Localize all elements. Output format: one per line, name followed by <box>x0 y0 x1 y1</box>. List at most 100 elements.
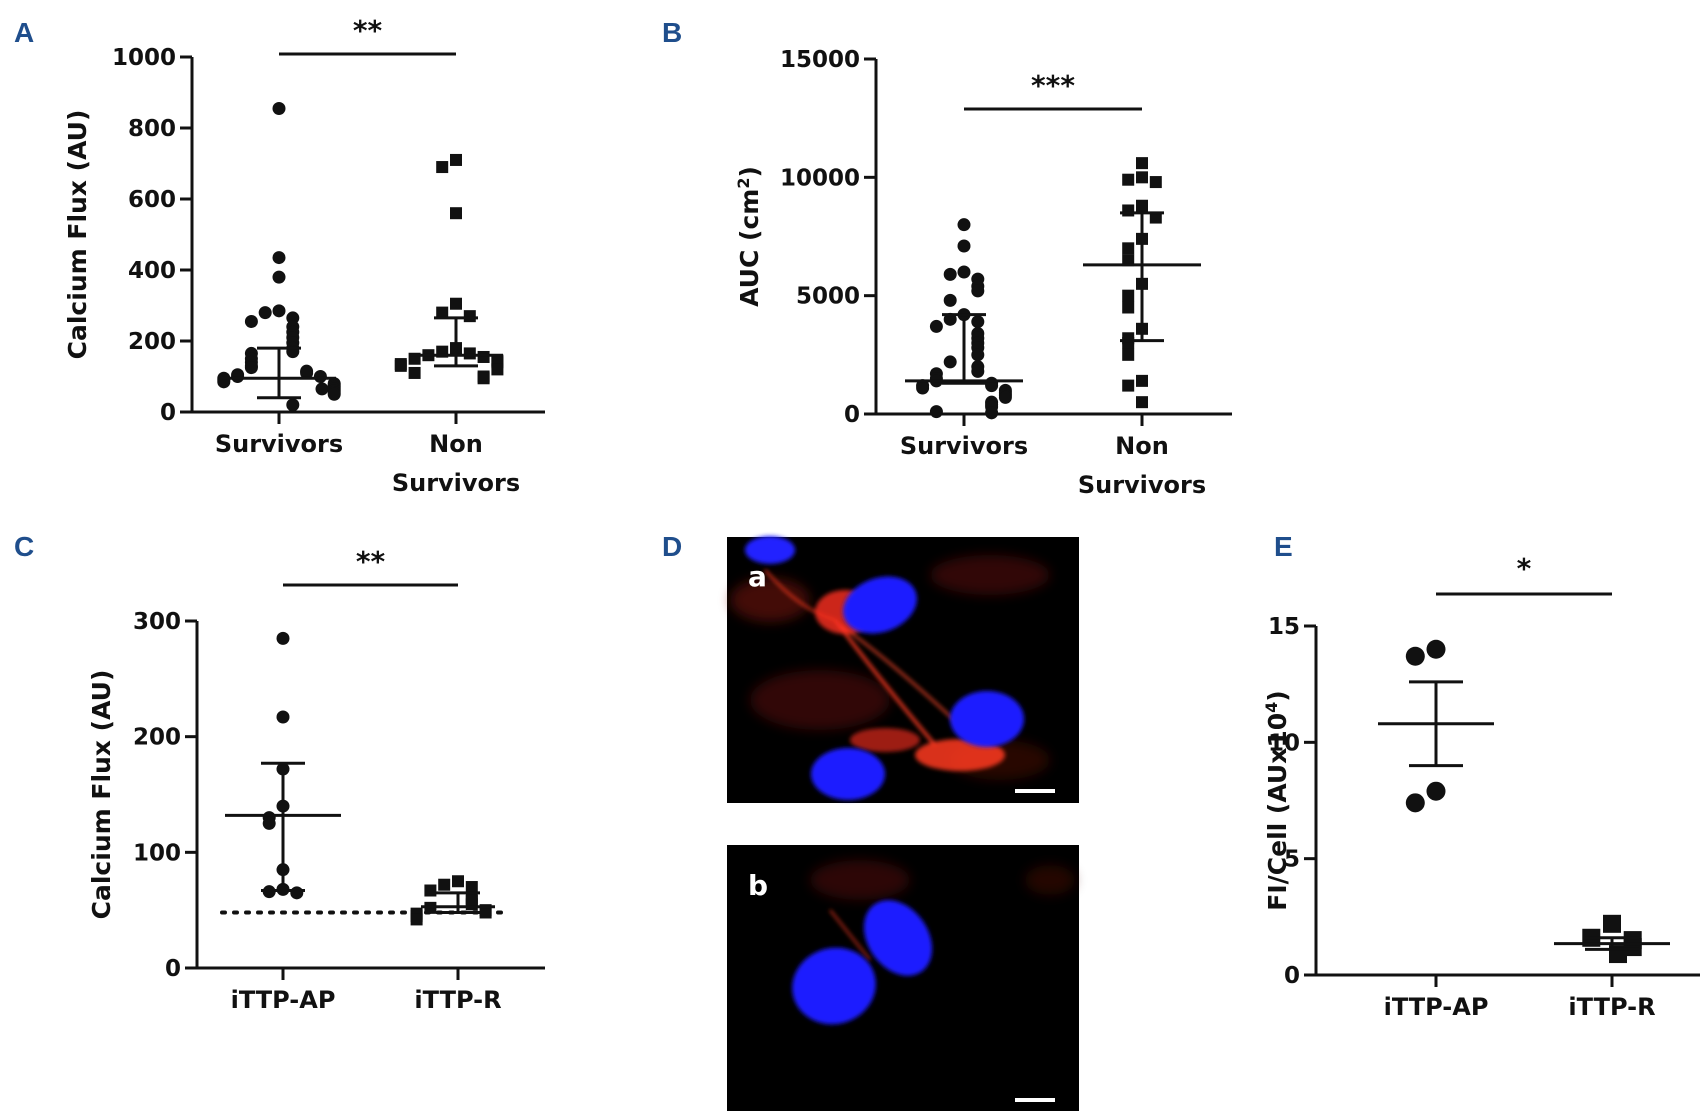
y-axis-title-text: FI/Cell (AUx10 <box>1263 713 1292 911</box>
y-tick-label: 10 <box>1268 730 1300 756</box>
y-tick-label: 0 <box>844 402 860 428</box>
data-point-square <box>394 359 407 372</box>
data-point-circle <box>262 816 276 830</box>
chart-panel-e: 0 5 10 15 iTTP-AP iTTP-R FI/Cell (AUx104) * <box>1262 552 1700 1021</box>
y-axis-title-text: Calcium Flux (AU) <box>87 670 116 920</box>
data-point-square <box>1136 157 1148 170</box>
data-point-square <box>436 306 449 319</box>
x-tick-label: Non <box>429 430 483 458</box>
x-tick-label: Non <box>1115 432 1169 460</box>
data-point-square <box>410 913 423 926</box>
panel-letter-b: B <box>662 17 682 48</box>
data-point-square <box>450 153 462 166</box>
data-point-square <box>1149 211 1162 224</box>
y-axis-title: FI/Cell (AUx104) <box>1262 690 1293 910</box>
data-point-circle <box>272 251 286 265</box>
data-point-circle <box>929 405 943 419</box>
data-point-square <box>465 898 478 911</box>
data-point-circle <box>971 315 985 329</box>
data-point-circle <box>231 370 245 383</box>
data-point-square <box>465 881 478 894</box>
y-axis-title-end: ) <box>1263 690 1292 701</box>
microscopy-label-b: b <box>748 869 768 902</box>
data-point-circle <box>272 270 286 284</box>
x-tick-label: iTTP-R <box>1568 993 1655 1021</box>
data-point-square <box>452 875 464 888</box>
chart-panel-b: 0 5000 10000 15000 Survivors Non Survivors AUC … <box>734 47 1232 499</box>
data-point-circle <box>276 631 290 645</box>
data-point-circle <box>327 387 341 401</box>
data-point-square <box>1122 337 1135 349</box>
y-tick-label: 10000 <box>780 165 860 191</box>
data-point-circle <box>943 355 957 369</box>
data-point-circle <box>315 382 329 396</box>
data-point-circle <box>276 710 290 724</box>
data-point-square <box>1122 301 1135 314</box>
data-point-circle <box>971 348 985 362</box>
y-axis-title-text: Calcium Flux (AU) <box>63 110 92 360</box>
data-point-circle <box>1405 646 1425 666</box>
y-tick-label: 100 <box>133 840 181 866</box>
y-axis-title-text: AUC (cm <box>735 189 764 307</box>
significance-label: ** <box>356 545 386 578</box>
data-point-square <box>1122 204 1135 217</box>
x-tick-label: Survivors <box>1078 471 1206 499</box>
x-tick-label: Survivors <box>392 469 520 497</box>
panel-letter-e: E <box>1274 531 1293 562</box>
data-point-square <box>1149 176 1162 189</box>
data-point-square <box>1136 374 1148 387</box>
data-point-square <box>450 297 462 310</box>
data-point-circle <box>943 293 957 307</box>
microscopy-image-b: b <box>727 845 1079 1111</box>
data-point-square <box>479 906 492 919</box>
data-point-circle <box>290 886 304 900</box>
y-axis-title-superscript: 4 <box>1262 702 1281 713</box>
y-tick-label: 800 <box>128 116 176 142</box>
significance-label: *** <box>1031 69 1075 102</box>
y-axis-title-end: ) <box>735 166 764 177</box>
y-tick-label: 5000 <box>796 284 860 310</box>
data-point-circle <box>286 398 300 412</box>
data-point-square <box>408 366 421 379</box>
data-point-circle <box>998 390 1012 404</box>
data-point-circle <box>300 366 314 380</box>
x-tick-label: Survivors <box>215 430 343 458</box>
data-point-square <box>436 161 449 174</box>
y-axis-title-superscript: 2 <box>734 178 753 189</box>
panel-letter-c: C <box>14 531 34 562</box>
data-point-square <box>1122 348 1135 361</box>
data-point-square <box>1603 914 1621 933</box>
data-point-circle <box>272 101 286 115</box>
data-point-square <box>463 347 476 360</box>
x-tick-label: Survivors <box>900 432 1028 460</box>
data-point-circle <box>1426 781 1446 801</box>
data-point-circle <box>971 364 985 378</box>
data-point-square <box>1136 199 1148 212</box>
data-point-square <box>1122 254 1135 267</box>
data-point-circle <box>272 304 286 318</box>
panel-letter-d: D <box>662 531 682 562</box>
data-point-square <box>491 363 504 376</box>
chart-panel-c: 0 100 200 300 iTTP-AP iTTP-R Calcium Flux (AU)… <box>87 545 545 1014</box>
data-point-circle <box>929 319 943 333</box>
data-point-circle <box>957 218 971 232</box>
y-axis-title: AUC (cm2) <box>734 166 765 307</box>
data-point-circle <box>244 314 258 328</box>
data-point-circle <box>971 284 985 298</box>
microscopy-label-a: a <box>748 560 767 593</box>
data-point-square <box>1122 242 1135 255</box>
y-tick-label: 1000 <box>112 45 176 71</box>
y-tick-label: 200 <box>128 329 176 355</box>
y-tick-label: 0 <box>165 956 181 982</box>
y-axis-title: Calcium Flux (AU) <box>87 670 116 920</box>
data-point-circle <box>957 239 971 253</box>
x-tick-label: iTTP-AP <box>231 986 336 1014</box>
significance-label: ** <box>353 14 383 47</box>
data-point-circle <box>1405 793 1425 813</box>
data-point-circle <box>916 381 930 395</box>
data-point-circle <box>985 406 999 420</box>
data-point-circle <box>957 265 971 279</box>
x-tick-label: iTTP-AP <box>1384 993 1489 1021</box>
data-point-square <box>1136 396 1148 409</box>
